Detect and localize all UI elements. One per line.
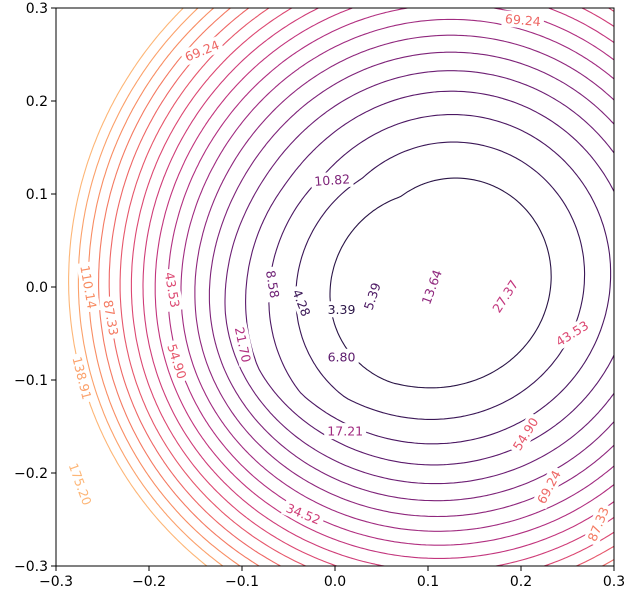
contour-label: 43.53 (162, 271, 183, 309)
contour-label-bg (230, 322, 256, 367)
contour-label-bg (324, 301, 359, 318)
contour-level-6-8 (245, 90, 614, 466)
contour-label-bg (287, 283, 316, 322)
contour-label-group: 110.14 (76, 261, 101, 313)
contour-label-group: 5.39 (359, 277, 386, 316)
contour-level-43-53 (130, 8, 614, 566)
contour-label: 8.58 (263, 269, 283, 299)
contour-label-bg (417, 264, 447, 310)
contour-level-3-39 (329, 177, 552, 389)
contour-label: 110.14 (77, 264, 99, 310)
y-tick-label: −0.1 (14, 373, 48, 389)
contour-label-bg (160, 267, 184, 312)
contour-level-13-64 (194, 34, 614, 518)
contour-label-group: 21.70 (230, 322, 256, 367)
contour-label: 10.82 (314, 171, 351, 188)
x-tick-label: 0.1 (417, 574, 439, 590)
contour-label-bg (531, 464, 566, 510)
contour-label-bg (324, 423, 367, 440)
contour-level-54-9 (119, 8, 614, 566)
contour-level-27-37 (154, 8, 614, 559)
contour-label-bg (582, 501, 614, 547)
contour-label-group: 17.21 (324, 423, 367, 440)
y-tick-label: 0.2 (26, 94, 48, 110)
contour-label-group: 87.33 (99, 295, 123, 340)
contour-label-bg (310, 170, 354, 190)
contour-label-bg (99, 295, 123, 340)
contour-label: 6.80 (328, 349, 356, 364)
contour-label-group: 10.82 (310, 170, 354, 190)
y-tick-label: 0.1 (26, 187, 48, 203)
contour-label-bg (68, 352, 96, 405)
contour-level-87-33 (98, 8, 261, 566)
contour-level-10-82 (208, 51, 614, 502)
contour-label-bg (76, 261, 101, 313)
contour-label: 17.21 (327, 424, 363, 439)
contour-label-bg (550, 315, 595, 352)
contour-level-4-28 (295, 141, 586, 420)
contour-label-bg (64, 458, 97, 511)
contour-label-bg (261, 265, 284, 303)
x-tick-label: 0.0 (324, 574, 346, 590)
contour-label-group: 69.24 (501, 10, 545, 30)
contour-label-bg (359, 277, 386, 316)
contour-label-bg (507, 411, 544, 456)
y-axis: −0.3 −0.2 −0.1 0.0 0.1 0.2 0.3 (14, 1, 56, 575)
y-tick-label: 0.0 (26, 280, 48, 296)
y-tick-label: −0.2 (14, 466, 48, 482)
contour-label-bg (162, 338, 191, 384)
x-tick-label: −0.1 (225, 574, 259, 590)
contour-label-bg (179, 35, 225, 67)
plot-background (56, 8, 614, 566)
contour-label-group: 6.80 (324, 348, 359, 365)
y-tick-label: −0.3 (14, 559, 48, 575)
x-axis: −0.3 −0.2 −0.1 0.0 0.1 0.2 0.3 (39, 566, 625, 590)
contour-label-bg (324, 348, 359, 365)
x-tick-label: 0.3 (603, 574, 625, 590)
contour-label: 87.33 (100, 299, 121, 337)
x-tick-label: −0.3 (39, 574, 73, 590)
contour-level-69-24 (108, 8, 614, 566)
y-tick-label: 0.3 (26, 1, 48, 17)
contour-label: 69.24 (504, 11, 541, 29)
contour-label: 21.70 (232, 326, 254, 364)
contour-label-group: 43.53 (160, 267, 184, 312)
contour-label-bg (280, 498, 326, 530)
contour-label: 3.39 (328, 302, 356, 317)
contour-label-group: 8.58 (261, 265, 284, 303)
contour-label-bg (501, 10, 545, 30)
contour-lines (68, 8, 614, 566)
contour-level-8-58 (224, 70, 614, 485)
contour-label-bg (487, 274, 524, 319)
contour-level-138-91 (77, 8, 224, 566)
x-tick-label: 0.2 (510, 574, 532, 590)
contour-level-34-52 (142, 8, 614, 566)
contour-level-17-21 (180, 18, 614, 532)
contour-label-group: 3.39 (324, 301, 359, 318)
contour-level-175-2 (68, 8, 208, 566)
contour-level-5-39 (268, 114, 612, 445)
x-tick-label: −0.2 (132, 574, 166, 590)
